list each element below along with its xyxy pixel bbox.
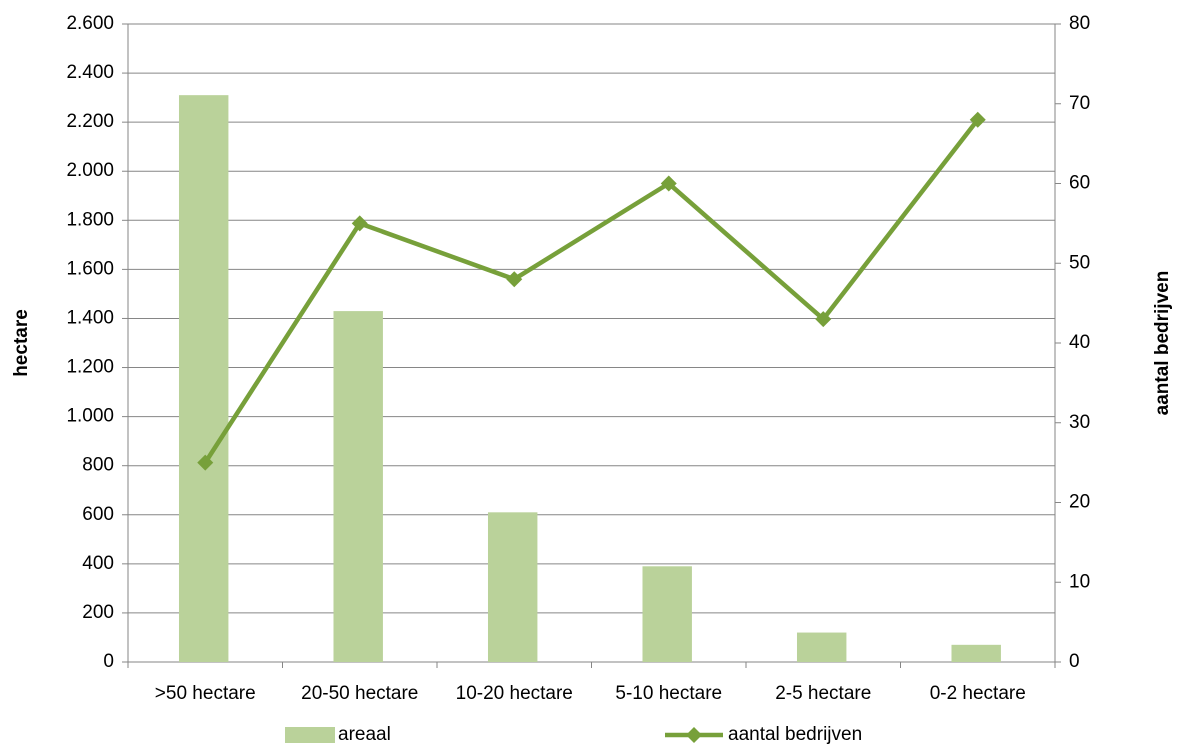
y2-tick-label: 20 bbox=[1069, 492, 1090, 513]
y-tick-label: 1.400 bbox=[66, 307, 114, 328]
y-tick-label: 2.200 bbox=[66, 111, 114, 132]
bar bbox=[178, 95, 229, 662]
y-tick-label: 600 bbox=[82, 504, 114, 525]
y-tick-label: 1.200 bbox=[66, 357, 114, 378]
line-marker bbox=[351, 215, 368, 232]
y-tick-label: 2.000 bbox=[66, 160, 114, 181]
line bbox=[203, 118, 980, 464]
y2-tick-label: 50 bbox=[1069, 252, 1090, 273]
legend-label: areaal bbox=[338, 724, 391, 745]
x-tick-label: 10-20 hectare bbox=[456, 683, 573, 704]
legend-label: aantal bedrijven bbox=[728, 724, 862, 745]
line-marker bbox=[660, 175, 677, 192]
y2-tick-label: 70 bbox=[1069, 93, 1090, 114]
bar bbox=[642, 566, 692, 662]
y2-tick-label: 80 bbox=[1069, 13, 1090, 34]
x-tick-label: >50 hectare bbox=[155, 683, 256, 704]
line-marker bbox=[506, 271, 523, 288]
legend-swatch bbox=[285, 727, 335, 743]
x-tick-label: 20-50 hectare bbox=[301, 683, 418, 704]
y-tick-label: 0 bbox=[103, 651, 114, 672]
legend-swatch-marker bbox=[686, 727, 702, 743]
y2-tick-label: 30 bbox=[1069, 412, 1090, 433]
y-tick-label: 400 bbox=[82, 553, 114, 574]
y2-tick-label: 40 bbox=[1069, 332, 1090, 353]
bar bbox=[487, 512, 538, 662]
x-tick-label: 2-5 hectare bbox=[775, 683, 871, 704]
x-tick-label: 5-10 hectare bbox=[615, 683, 722, 704]
y2-axis-title: aantal bedrijven bbox=[1152, 271, 1173, 416]
y-tick-label: 2.600 bbox=[66, 13, 114, 34]
y2-tick-label: 10 bbox=[1069, 571, 1090, 592]
y-tick-label: 200 bbox=[82, 602, 114, 623]
y-tick-label: 1.800 bbox=[66, 209, 114, 230]
line-marker bbox=[197, 454, 214, 471]
y-tick-label: 800 bbox=[82, 455, 114, 476]
y-tick-label: 2.400 bbox=[66, 62, 114, 83]
bar bbox=[333, 311, 383, 662]
y-tick-label: 1.600 bbox=[66, 258, 114, 279]
bar bbox=[796, 632, 847, 662]
line-marker bbox=[969, 111, 986, 128]
bar bbox=[951, 644, 1001, 662]
y2-tick-label: 60 bbox=[1069, 173, 1090, 194]
y2-tick-label: 0 bbox=[1069, 651, 1080, 672]
y-tick-label: 1.000 bbox=[66, 406, 114, 427]
line-marker bbox=[815, 311, 832, 328]
y-axis-title: hectare bbox=[11, 309, 32, 377]
x-tick-label: 0-2 hectare bbox=[930, 683, 1026, 704]
